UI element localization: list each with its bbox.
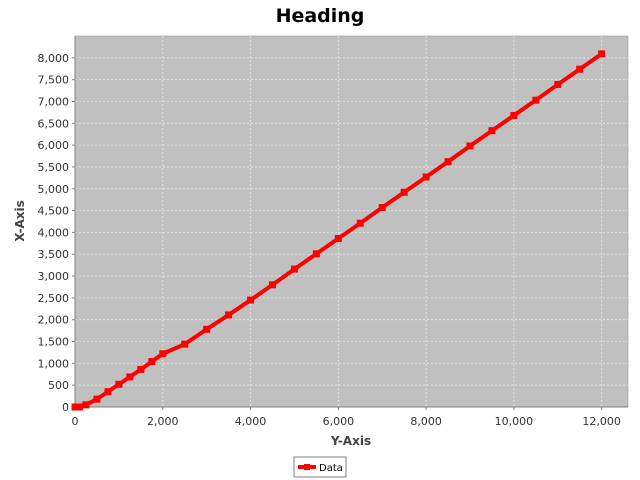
data-point bbox=[71, 403, 79, 411]
grid-lines bbox=[75, 36, 628, 407]
y-tick-label: 7,000 bbox=[38, 95, 70, 108]
data-point bbox=[378, 204, 386, 212]
y-tick-label: 4,500 bbox=[38, 205, 70, 218]
chart-title: Heading bbox=[276, 5, 365, 27]
y-tick-label: 5,000 bbox=[38, 183, 70, 196]
x-tick-label: 0 bbox=[72, 415, 79, 428]
data-point bbox=[598, 50, 606, 58]
y-tick-label: 6,000 bbox=[38, 139, 70, 152]
data-point bbox=[356, 219, 364, 227]
legend-box bbox=[293, 456, 347, 478]
data-point bbox=[203, 325, 211, 333]
data-point bbox=[148, 358, 156, 366]
axes bbox=[74, 36, 628, 408]
y-tick-label: 2,500 bbox=[38, 292, 70, 305]
x-tick-label: 4,000 bbox=[235, 415, 267, 428]
y-tick-label: 2,000 bbox=[38, 314, 70, 327]
y-tick-label: 0 bbox=[62, 401, 69, 414]
data-point bbox=[225, 311, 233, 319]
y-tick-label: 8,000 bbox=[38, 52, 70, 65]
y-axis-label: X-Axis bbox=[13, 200, 27, 242]
x-tick-label: 6,000 bbox=[323, 415, 355, 428]
y-tick-label: 5,500 bbox=[38, 161, 70, 174]
legend: Data bbox=[293, 456, 347, 478]
x-tick-label: 8,000 bbox=[410, 415, 442, 428]
y-axis-ticks: 0 500 1,000 1,500 2,000 2,500 3,000 3,500 4,000 4… bbox=[38, 52, 75, 414]
data-point bbox=[444, 158, 452, 166]
data-point bbox=[576, 65, 584, 73]
data-point bbox=[269, 281, 276, 289]
y-tick-label: 1,000 bbox=[38, 357, 70, 370]
data-point bbox=[510, 111, 518, 119]
data-point bbox=[93, 395, 101, 403]
x-axis-ticks: 0 2,000 4,000 6,000 8,000 10,000 12,000 bbox=[72, 407, 621, 428]
data-point bbox=[532, 96, 540, 104]
data-point bbox=[137, 365, 145, 373]
data-point bbox=[75, 403, 83, 411]
data-point bbox=[466, 142, 474, 150]
data-point bbox=[290, 265, 298, 273]
y-tick-label: 500 bbox=[48, 379, 69, 392]
y-tick-label: 7,500 bbox=[38, 74, 70, 87]
x-tick-label: 12,000 bbox=[582, 415, 621, 428]
data-point bbox=[247, 296, 255, 304]
data-point bbox=[334, 235, 342, 243]
data-point bbox=[82, 401, 90, 409]
data-point bbox=[422, 173, 430, 181]
y-tick-label: 3,000 bbox=[38, 270, 70, 283]
data-point bbox=[126, 373, 134, 381]
x-axis-label: Y-Axis bbox=[330, 434, 371, 448]
y-tick-label: 1,500 bbox=[38, 336, 70, 349]
x-tick-label: 10,000 bbox=[495, 415, 534, 428]
data-point bbox=[312, 250, 320, 258]
y-tick-label: 3,500 bbox=[38, 248, 70, 261]
data-point bbox=[554, 80, 562, 88]
series-data bbox=[71, 50, 606, 411]
legend-label: Data bbox=[319, 463, 343, 474]
data-point bbox=[400, 188, 408, 196]
legend-marker-swatch bbox=[304, 464, 310, 470]
data-point bbox=[115, 380, 123, 388]
y-tick-label: 6,500 bbox=[38, 117, 70, 130]
data-point bbox=[159, 350, 167, 358]
data-point bbox=[488, 127, 496, 135]
y-tick-label: 4,000 bbox=[38, 226, 70, 239]
x-tick-label: 2,000 bbox=[147, 415, 179, 428]
data-point bbox=[181, 340, 189, 348]
data-point bbox=[104, 388, 112, 396]
